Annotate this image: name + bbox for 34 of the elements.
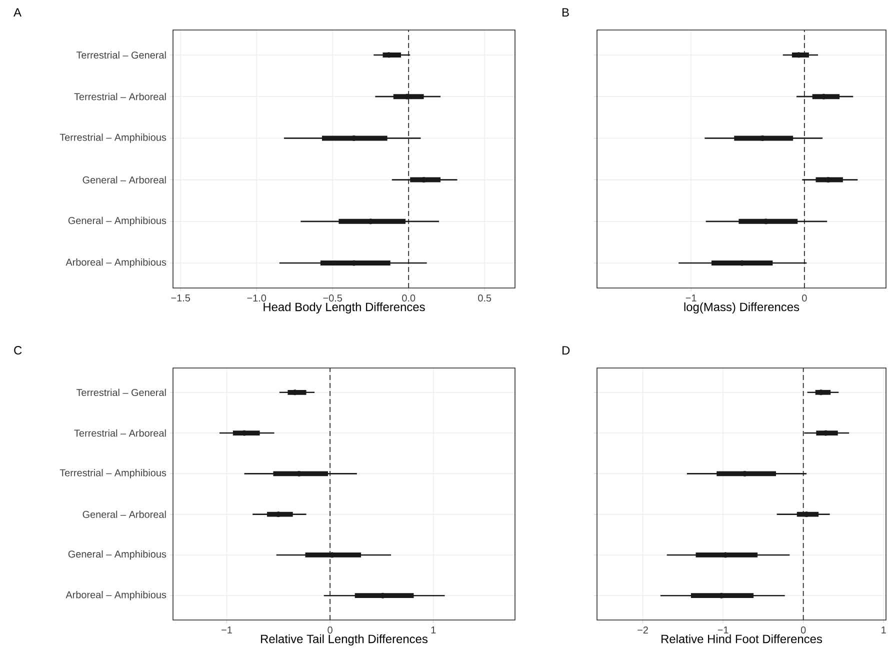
y-tick-label: Terrestrial – General — [76, 51, 166, 59]
x-tick-label: 0 — [328, 626, 332, 634]
x-axis-title: Head Body Length Differences — [264, 302, 425, 314]
x-tick-label: −2 — [638, 626, 648, 634]
x-tick-label: −1 — [718, 626, 728, 634]
x-tick-label: 0.0 — [402, 294, 416, 302]
x-tick-label: −1.5 — [171, 294, 190, 302]
y-tick-label: Terrestrial – Arboreal — [74, 92, 166, 100]
x-tick-label: 0 — [800, 626, 806, 634]
y-tick-label: Arboreal – Amphibious — [66, 258, 166, 268]
y-tick-label: Terrestrial – Amphibious — [60, 469, 166, 478]
y-tick-label: Terrestrial – General — [76, 388, 166, 396]
y-tick-label: General – Arboreal — [82, 510, 166, 518]
x-axis-title: log(Mass) Differences — [684, 302, 800, 314]
chart-title: B — [562, 8, 569, 16]
y-tick-label: General – Amphibious — [68, 216, 166, 226]
x-axis-title: Relative Hind Foot Differences — [662, 634, 822, 644]
x-tick-label: −1 — [222, 626, 232, 634]
x-tick-label: 1 — [882, 626, 886, 634]
chart-title: D — [562, 346, 570, 354]
x-tick-label: −0.5 — [323, 294, 342, 302]
x-tick-label: −1 — [686, 294, 696, 302]
x-axis-title: Relative Tail Length Differences — [261, 634, 428, 646]
text: C — [14, 346, 22, 354]
x-tick-label: 0.5 — [478, 294, 492, 302]
y-tick-label: Terrestrial – Arboreal — [74, 429, 166, 437]
y-tick-label: Terrestrial – Amphibious — [60, 134, 166, 143]
text: A — [14, 8, 22, 16]
y-tick-label: General – Arboreal — [82, 176, 166, 184]
y-tick-label: General – Amphibious — [68, 550, 166, 560]
x-tick-label: −1.0 — [247, 294, 266, 302]
x-tick-label: 1 — [431, 626, 436, 634]
y-tick-label: Arboreal – Amphibious — [66, 590, 166, 600]
x-tick-label: 0 — [802, 294, 807, 302]
